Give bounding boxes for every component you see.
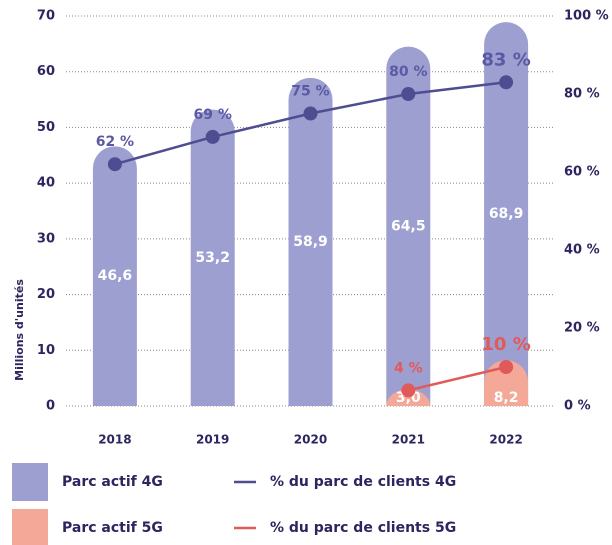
y2-tick-label: 80 % xyxy=(564,87,600,102)
bar-value-label: 46,6 xyxy=(98,268,133,284)
line-point xyxy=(401,87,416,101)
legend-swatch xyxy=(12,509,48,545)
legend-label: % du parc de clients 5G xyxy=(270,520,456,536)
bar xyxy=(386,389,431,406)
bar xyxy=(386,46,431,407)
bar xyxy=(92,146,137,406)
y2-tick-label: 40 % xyxy=(564,243,600,258)
y-tick-label: 30 xyxy=(37,231,55,246)
bar-value-label: 3,0 xyxy=(396,390,421,406)
y2-tick-label: 20 % xyxy=(564,321,600,336)
y-tick-label: 70 xyxy=(37,9,55,24)
legend-label: Parc actif 4G xyxy=(62,474,163,490)
legend-label: % du parc de clients 4G xyxy=(270,474,456,490)
line-value-label: 75 % xyxy=(291,84,329,100)
bar-value-label: 8,2 xyxy=(494,390,519,406)
line-value-label: 80 % xyxy=(389,64,427,80)
y-tick-label: 40 xyxy=(37,176,55,191)
line-value-label: 62 % xyxy=(96,134,134,150)
line-value-label: 83 % xyxy=(481,49,530,70)
x-tick-label: 2022 xyxy=(489,433,522,447)
y2-tick-label: 100 % xyxy=(564,9,609,24)
y-tick-label: 60 xyxy=(37,64,55,79)
line-point xyxy=(499,75,514,90)
line-point xyxy=(107,157,122,172)
y-axis-label: Millions d'unités xyxy=(13,279,26,381)
y-tick-label: 20 xyxy=(37,287,55,302)
legend-label: Parc actif 5G xyxy=(62,520,163,536)
x-tick-label: 2021 xyxy=(392,433,425,447)
line xyxy=(408,365,507,392)
y2-tick-label: 0 % xyxy=(564,399,591,414)
y-tick-label: 0 xyxy=(46,399,55,414)
y2-tick-label: 60 % xyxy=(564,165,600,180)
line-point xyxy=(303,106,318,121)
bar-value-label: 53,2 xyxy=(195,250,230,266)
bar-value-label: 58,9 xyxy=(293,234,328,250)
y-tick-label: 10 xyxy=(37,343,55,358)
x-tick-label: 2019 xyxy=(196,433,229,447)
y-tick-label: 50 xyxy=(37,120,55,135)
x-tick-label: 2020 xyxy=(294,433,327,447)
line-value-label: 10 % xyxy=(481,334,530,355)
bar xyxy=(484,22,529,406)
bar-value-label: 68,9 xyxy=(489,206,524,222)
line-point xyxy=(401,383,416,398)
bar-value-label: 64,5 xyxy=(391,218,426,234)
bar xyxy=(190,109,235,407)
line-value-label: 69 % xyxy=(194,107,232,123)
bar xyxy=(484,360,529,406)
bar xyxy=(288,77,333,406)
legend-swatch xyxy=(12,463,48,501)
line-point xyxy=(499,360,514,374)
line-point xyxy=(205,129,220,144)
x-tick-label: 2018 xyxy=(98,433,131,447)
line-value-label: 4 % xyxy=(394,360,423,376)
